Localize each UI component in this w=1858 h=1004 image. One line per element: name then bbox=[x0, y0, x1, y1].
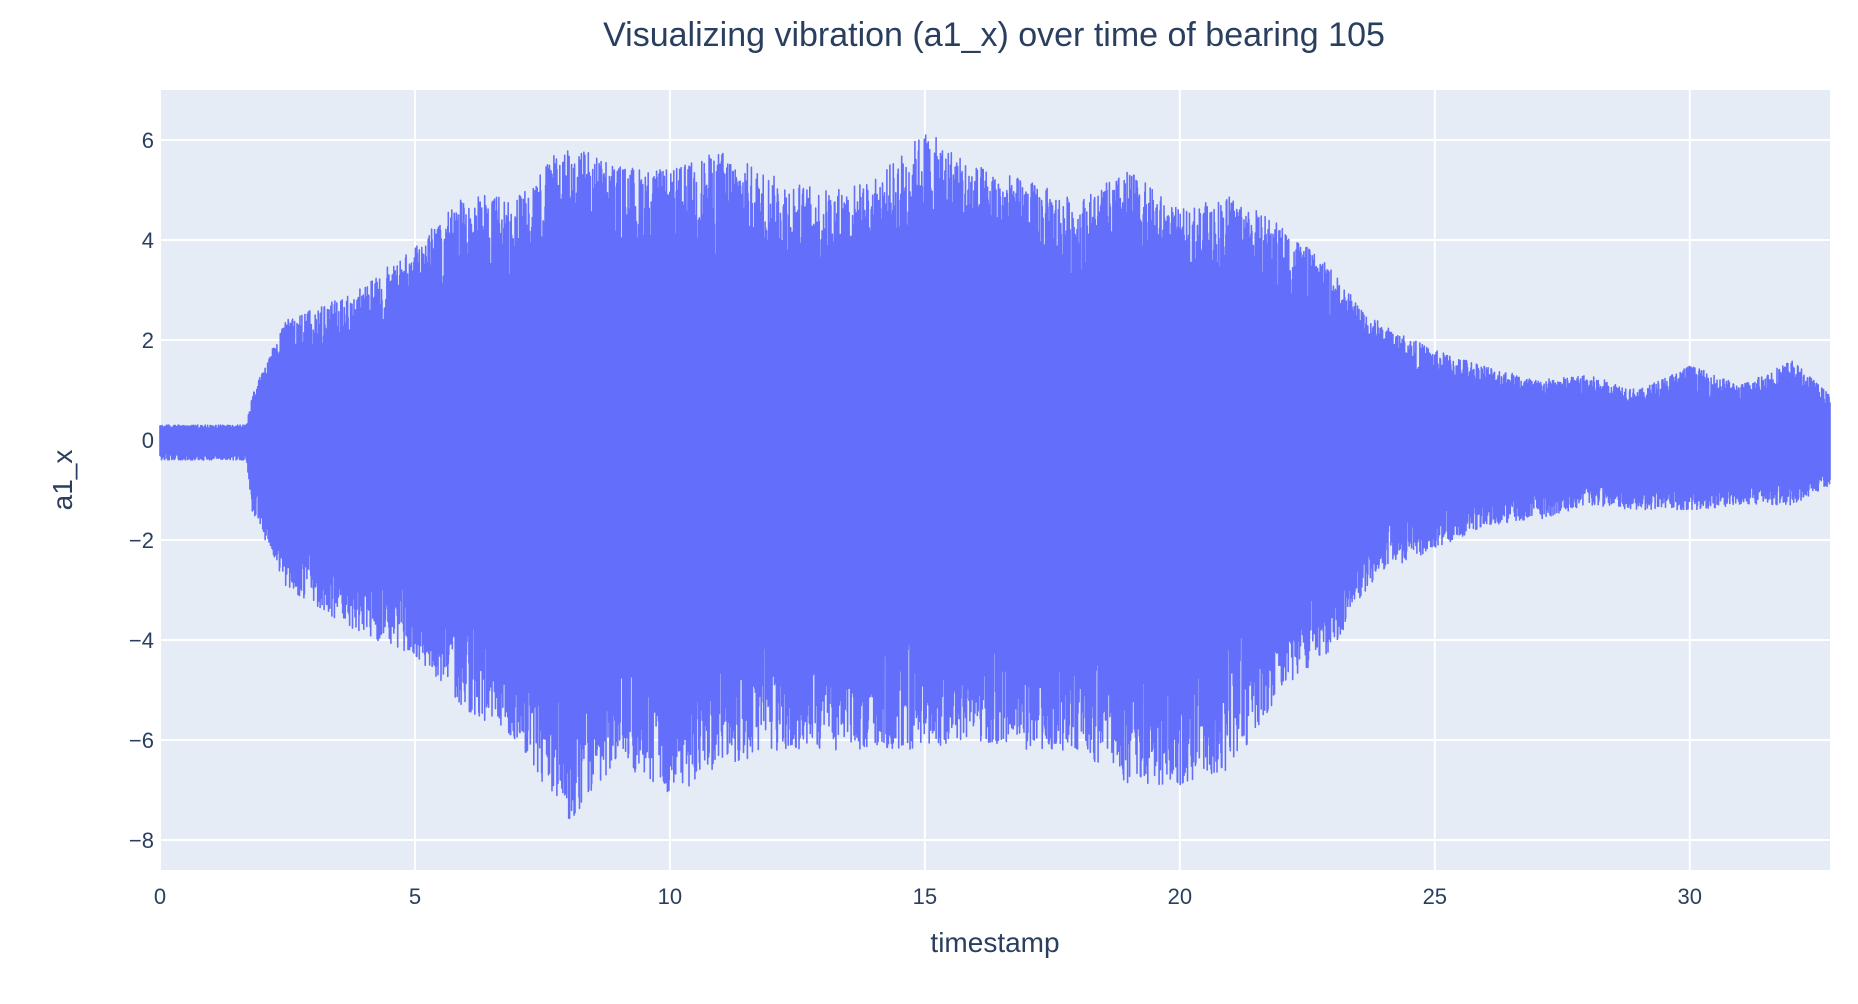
y-tick-labels: −8 −6 −4 −2 0 2 4 6 bbox=[129, 128, 154, 853]
x-tick-label: 25 bbox=[1423, 884, 1447, 909]
y-tick-label: −4 bbox=[129, 628, 154, 653]
x-tick-label: 15 bbox=[913, 884, 937, 909]
y-axis-title: a1_x bbox=[47, 450, 78, 511]
y-tick-label: 0 bbox=[142, 428, 154, 453]
series-group bbox=[159, 134, 1831, 820]
y-tick-label: −6 bbox=[129, 728, 154, 753]
x-tick-label: 10 bbox=[658, 884, 682, 909]
y-tick-label: −8 bbox=[129, 828, 154, 853]
y-tick-label: −2 bbox=[129, 528, 154, 553]
x-tick-labels: 0 5 10 15 20 25 30 bbox=[154, 884, 1702, 909]
chart-title: Visualizing vibration (a1_x) over time o… bbox=[603, 16, 1385, 54]
x-tick-label: 30 bbox=[1678, 884, 1702, 909]
x-axis-title: timestamp bbox=[930, 927, 1059, 958]
series-line bbox=[159, 134, 1831, 820]
y-tick-label: 6 bbox=[142, 128, 154, 153]
x-tick-label: 5 bbox=[409, 884, 421, 909]
x-tick-label: 20 bbox=[1168, 884, 1192, 909]
y-tick-label: 4 bbox=[142, 228, 154, 253]
y-tick-label: 2 bbox=[142, 328, 154, 353]
x-tick-label: 0 bbox=[154, 884, 166, 909]
